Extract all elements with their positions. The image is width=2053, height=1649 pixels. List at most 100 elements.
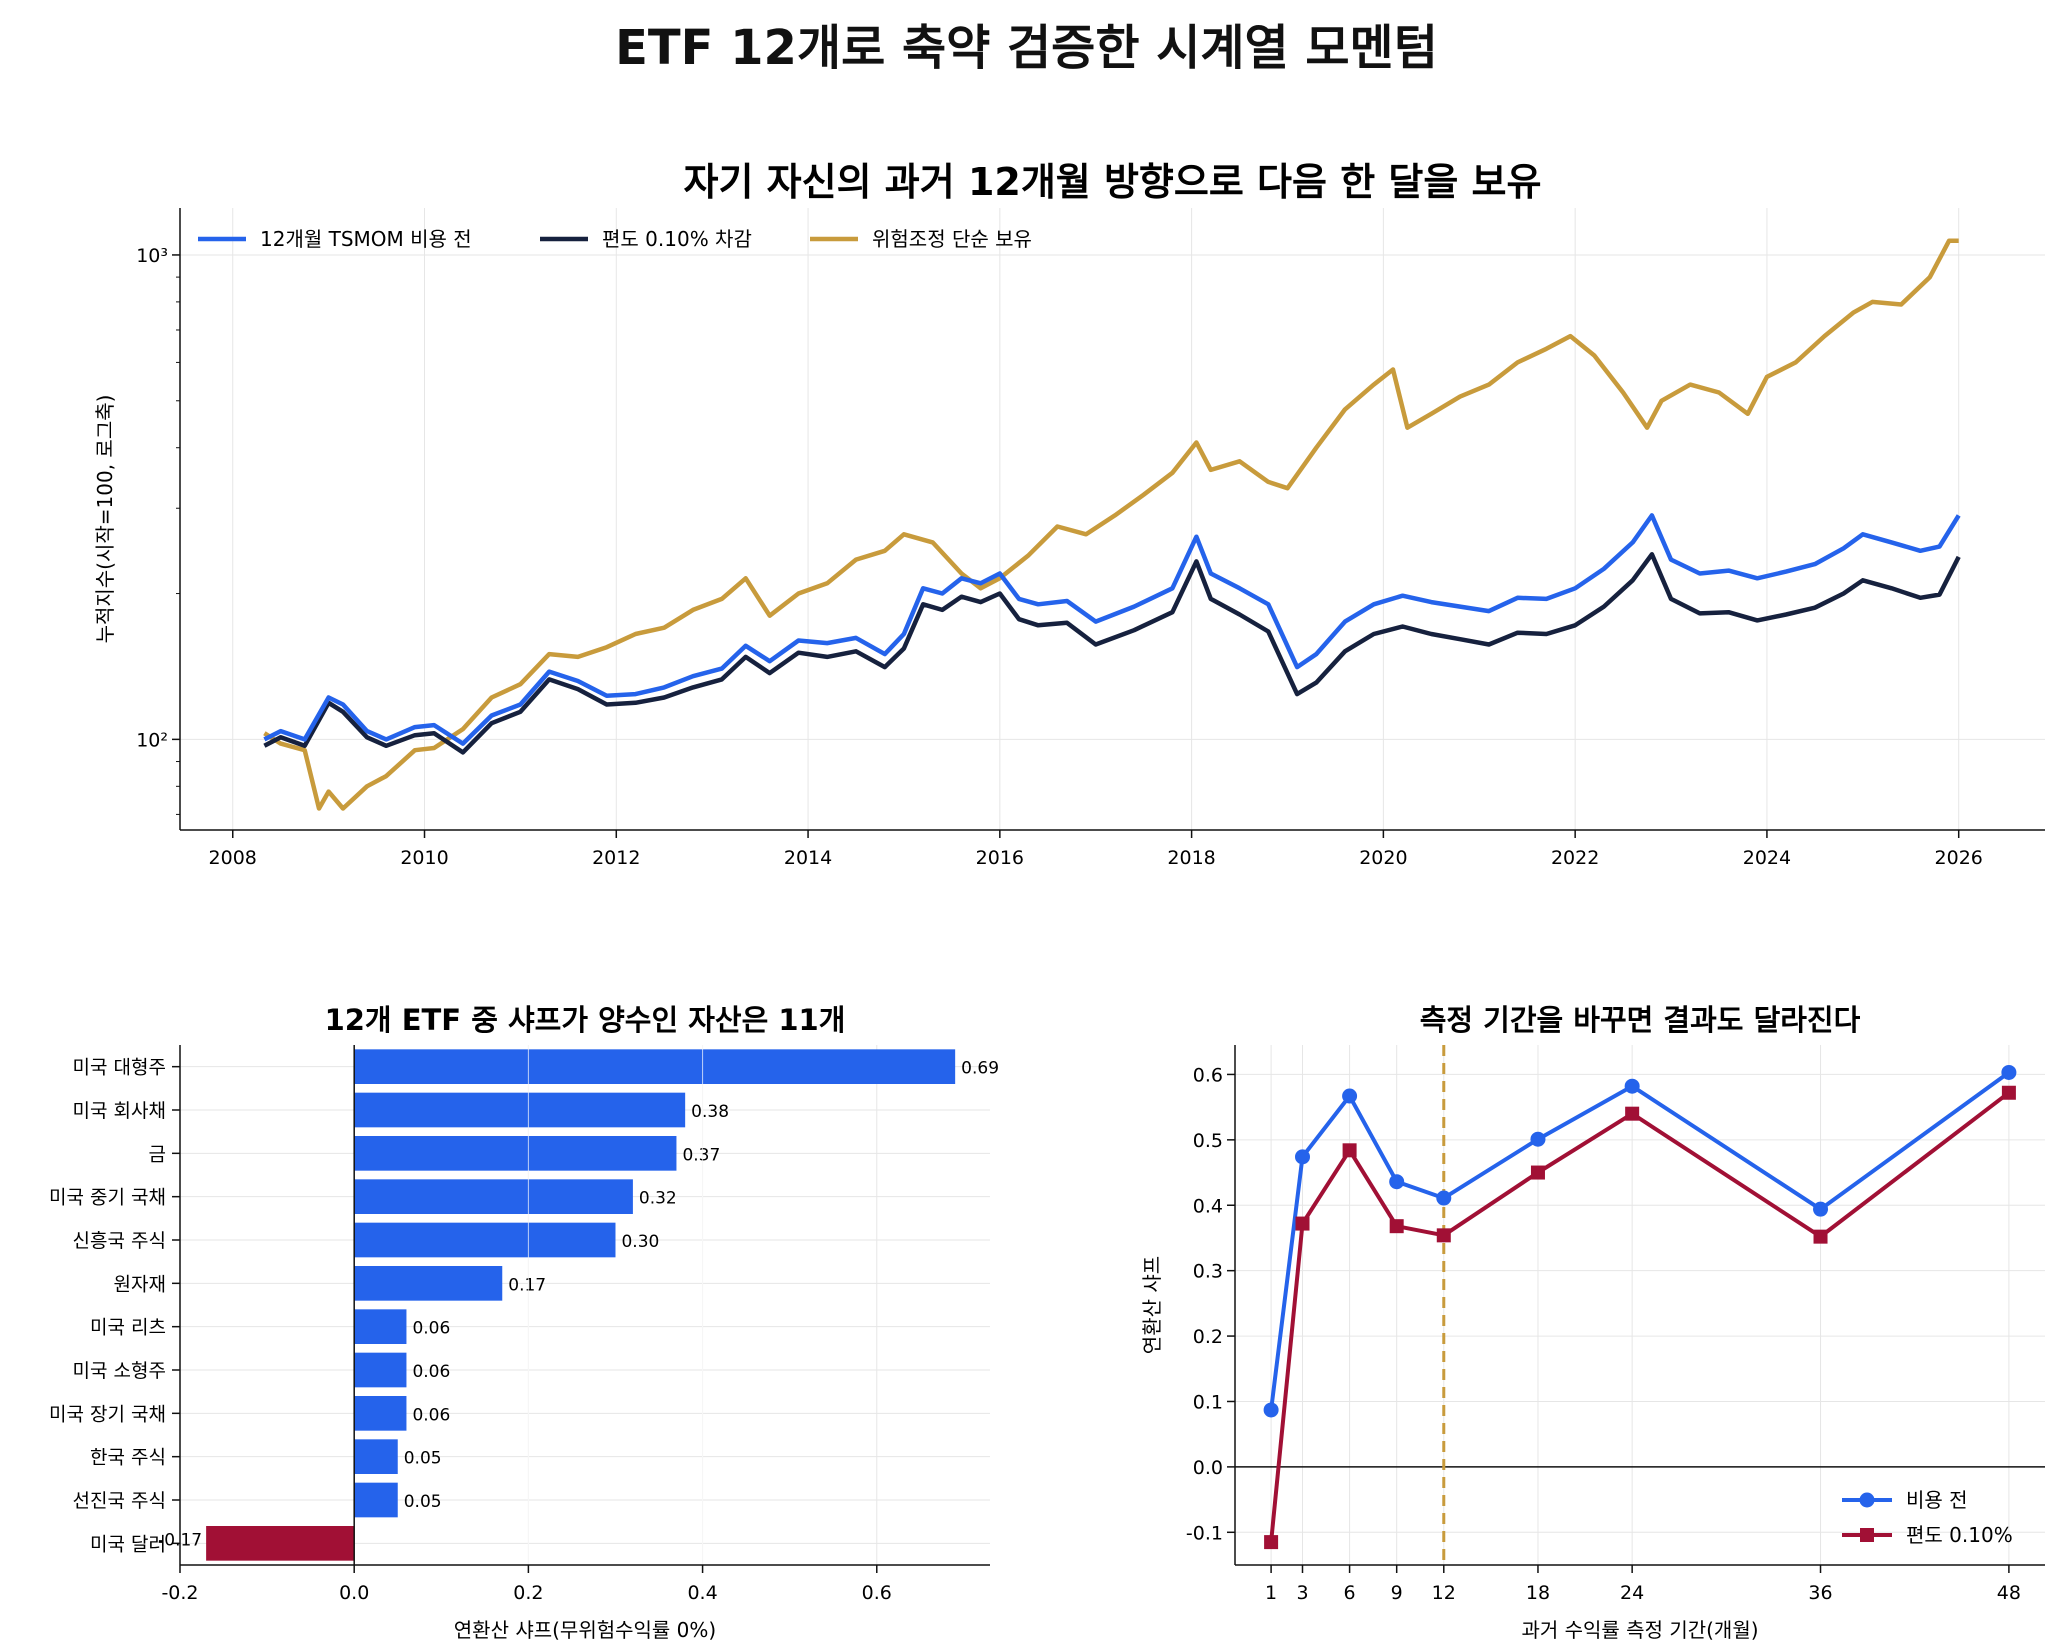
series-point — [1295, 1149, 1310, 1165]
bar-value-label: 0.69 — [961, 1059, 999, 1079]
sharpe-bar — [354, 1092, 686, 1128]
bar-value-label: 0.37 — [682, 1145, 720, 1165]
series-point — [1624, 1078, 1640, 1094]
bar-value-label: 0.30 — [621, 1232, 659, 1252]
series-line — [1269, 1070, 2011, 1411]
series-point — [1625, 1106, 1640, 1121]
series-point — [1295, 1216, 1310, 1231]
category-label: 미국 리츠 — [90, 1317, 166, 1339]
x-tick-label: 2016 — [976, 847, 1024, 869]
bar-value-label: 0.05 — [404, 1449, 442, 1469]
x-tick-label: 2014 — [784, 847, 832, 869]
series-point — [1436, 1228, 1451, 1243]
etf-sharpe-panel: 12개 ETF 중 샤프가 양수인 자산은 11개 -0.2 0.0 0.2 0.4 0.… — [49, 1003, 999, 1642]
x-tick-label: 1 — [1265, 1582, 1277, 1604]
x-tick-label: 36 — [1808, 1582, 1832, 1604]
series-point — [1389, 1219, 1404, 1234]
category-label: 한국 주식 — [90, 1447, 166, 1469]
y-axis-label: 연환산 샤프 — [1140, 1256, 1164, 1354]
series-point — [1436, 1190, 1452, 1206]
sharpe-bar — [354, 1352, 407, 1388]
category-label: 신흥국 주식 — [73, 1230, 166, 1252]
x-tick-label: 0.2 — [513, 1582, 543, 1604]
series-point — [1813, 1229, 1828, 1244]
x-tick-label: 0.4 — [687, 1582, 717, 1604]
y-tick-label: 0.2 — [1193, 1326, 1223, 1348]
y-tick-label: 10³ — [136, 245, 168, 267]
series-line — [1269, 1091, 2011, 1543]
category-label: 원자재 — [114, 1273, 166, 1295]
sharpe-bar — [354, 1396, 407, 1431]
x-tick-label: -0.2 — [161, 1582, 198, 1604]
y-tick-label: -0.1 — [1186, 1522, 1223, 1544]
figure-title: ETF 12개로 축약 검증한 시계열 모멘텀 — [615, 20, 1438, 76]
y-tick-label: 0.3 — [1193, 1261, 1223, 1283]
bar-value-label: 0.06 — [412, 1319, 450, 1339]
series-point — [2001, 1064, 2017, 1080]
x-tick-label: 9 — [1391, 1582, 1403, 1604]
legend-marker — [1860, 1528, 1874, 1542]
series-line — [263, 513, 1961, 746]
sharpe-bar — [354, 1266, 503, 1301]
sharpe-bar — [354, 1309, 407, 1344]
category-label: 미국 장기 국채 — [49, 1403, 166, 1425]
category-label: 미국 달러 — [90, 1533, 166, 1555]
y-axis-label: 누적지수(시작=100, 로그축) — [93, 395, 117, 644]
sharpe-bar — [354, 1049, 956, 1084]
y-tick-label: 0.0 — [1193, 1457, 1223, 1479]
series-point — [1813, 1201, 1829, 1217]
bar-value-label: 0.17 — [508, 1275, 546, 1295]
x-tick-label: 2010 — [400, 847, 448, 869]
series-point — [1342, 1088, 1358, 1104]
y-tick-label: 0.6 — [1193, 1064, 1223, 1086]
legend-label: 비용 전 — [1906, 1488, 1968, 1512]
series-point — [1530, 1165, 1545, 1180]
panel-title: 측정 기간을 바꾸면 결과도 달라진다 — [1420, 1003, 1861, 1037]
bar-value-label: 0.05 — [404, 1492, 442, 1512]
category-label: 미국 소형주 — [73, 1360, 166, 1382]
panel-title: 자기 자신의 과거 12개월 방향으로 다음 한 달을 보유 — [684, 160, 1542, 204]
series-line — [263, 552, 1961, 755]
y-tick-label: 0.5 — [1193, 1130, 1223, 1152]
category-label: 선진국 주식 — [73, 1490, 166, 1512]
legend-label: 위험조정 단순 보유 — [872, 227, 1032, 251]
series-point — [1263, 1402, 1279, 1418]
bar-value-label: 0.06 — [412, 1362, 450, 1382]
category-label: 미국 회사채 — [73, 1100, 166, 1122]
x-axis-label: 과거 수익률 측정 기간(개월) — [1521, 1618, 1758, 1642]
x-tick-label: 24 — [1620, 1582, 1644, 1604]
series-point — [1530, 1131, 1546, 1147]
x-tick-label: 3 — [1296, 1582, 1308, 1604]
series-point — [1342, 1143, 1357, 1158]
cumulative-return-panel: 자기 자신의 과거 12개월 방향으로 다음 한 달을 보유 2008 2010 20… — [93, 160, 2045, 869]
category-label: 미국 대형주 — [73, 1057, 166, 1079]
bar-value-label: 0.32 — [639, 1189, 677, 1209]
y-tick-label: 0.4 — [1193, 1195, 1223, 1217]
x-tick-label: 18 — [1526, 1582, 1550, 1604]
bar-value-label: 0.06 — [412, 1405, 450, 1425]
sharpe-bar — [354, 1136, 677, 1171]
x-tick-label: 2020 — [1359, 847, 1407, 869]
x-tick-label: 2026 — [1935, 847, 1983, 869]
series-point — [2001, 1085, 2016, 1100]
legend-marker — [1859, 1492, 1875, 1508]
sharpe-bar — [354, 1439, 398, 1474]
x-tick-label: 48 — [1997, 1582, 2021, 1604]
category-label: 미국 중기 국채 — [49, 1187, 166, 1209]
x-tick-label: 2008 — [209, 847, 257, 869]
legend-label: 편도 0.10% — [1906, 1523, 2013, 1547]
x-tick-label: 0.6 — [862, 1582, 892, 1604]
x-tick-label: 0.0 — [339, 1582, 369, 1604]
sharpe-bar — [354, 1482, 398, 1518]
legend-label: 12개월 TSMOM 비용 전 — [260, 227, 472, 251]
x-tick-label: 2018 — [1167, 847, 1215, 869]
x-tick-label: 2024 — [1743, 847, 1791, 869]
x-tick-label: 2022 — [1551, 847, 1599, 869]
sharpe-bar — [354, 1222, 616, 1258]
legend-label: 편도 0.10% 차감 — [602, 227, 752, 251]
series-point — [1389, 1174, 1405, 1190]
sharpe-bar — [206, 1526, 355, 1561]
bar-value-label: 0.38 — [691, 1102, 729, 1122]
